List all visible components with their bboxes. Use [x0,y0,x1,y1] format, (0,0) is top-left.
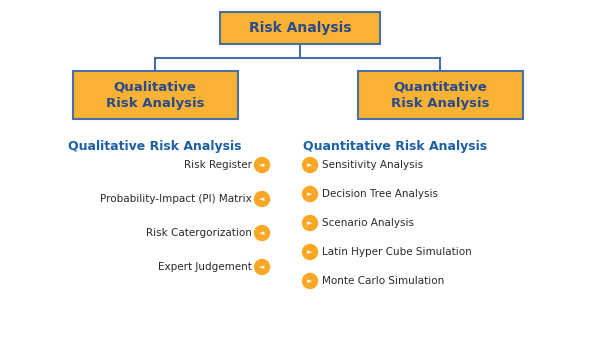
Text: ►: ► [307,278,313,285]
Text: ►: ► [307,191,313,198]
Text: ►: ► [307,221,313,226]
Text: Qualitative Risk Analysis: Qualitative Risk Analysis [68,140,242,153]
Text: ◄: ◄ [259,231,265,237]
Text: ►: ► [307,163,313,169]
Circle shape [302,157,317,172]
Text: Monte Carlo Simulation: Monte Carlo Simulation [322,276,444,286]
Text: ►: ► [307,250,313,255]
Text: ◄: ◄ [259,265,265,271]
Text: Probability-Impact (PI) Matrix: Probability-Impact (PI) Matrix [100,194,252,204]
Text: Risk Analysis: Risk Analysis [249,21,351,35]
Circle shape [254,191,269,206]
Circle shape [302,273,317,289]
FancyBboxPatch shape [220,12,380,44]
Text: Decision Tree Analysis: Decision Tree Analysis [322,189,438,199]
Text: Scenario Analysis: Scenario Analysis [322,218,414,228]
Circle shape [254,157,269,172]
FancyBboxPatch shape [73,71,238,119]
Text: Quantitative
Risk Analysis: Quantitative Risk Analysis [391,80,489,110]
Circle shape [254,225,269,240]
Circle shape [302,244,317,259]
FancyBboxPatch shape [358,71,523,119]
Text: Risk Catergorization: Risk Catergorization [146,228,252,238]
Text: Qualitative
Risk Analysis: Qualitative Risk Analysis [106,80,204,110]
Text: Latin Hyper Cube Simulation: Latin Hyper Cube Simulation [322,247,472,257]
Text: Risk Register: Risk Register [184,160,252,170]
Circle shape [302,187,317,202]
Circle shape [254,259,269,274]
Text: Sensitivity Analysis: Sensitivity Analysis [322,160,423,170]
Text: ◄: ◄ [259,163,265,169]
Text: Quantitative Risk Analysis: Quantitative Risk Analysis [303,140,487,153]
Text: ◄: ◄ [259,197,265,203]
Circle shape [302,216,317,231]
Text: Expert Judgement: Expert Judgement [158,262,252,272]
